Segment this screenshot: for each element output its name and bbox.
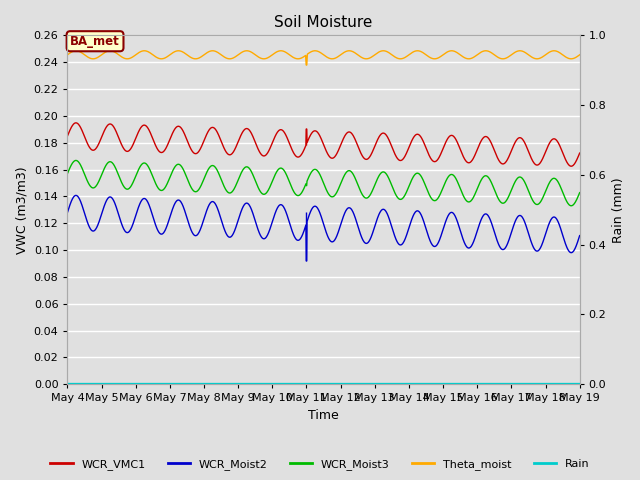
Title: Soil Moisture: Soil Moisture [275,15,372,30]
Y-axis label: VWC (m3/m3): VWC (m3/m3) [15,166,28,253]
Y-axis label: Rain (mm): Rain (mm) [612,177,625,242]
Text: BA_met: BA_met [70,35,120,48]
Legend: WCR_VMC1, WCR_Moist2, WCR_Moist3, Theta_moist, Rain: WCR_VMC1, WCR_Moist2, WCR_Moist3, Theta_… [46,455,594,474]
X-axis label: Time: Time [308,409,339,422]
